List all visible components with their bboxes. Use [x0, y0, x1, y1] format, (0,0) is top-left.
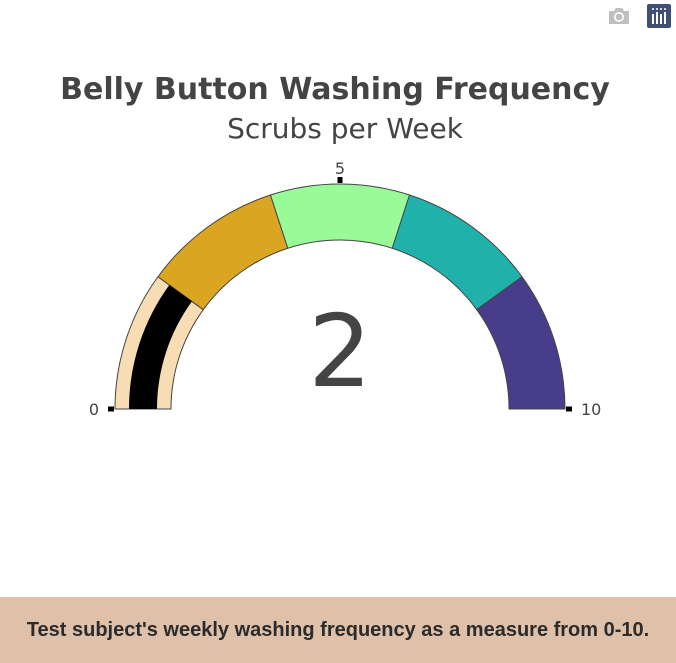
plotly-logo-icon[interactable] — [646, 4, 672, 28]
gauge-tick-label-3: 10 — [581, 400, 601, 419]
gauge-value-bar — [129, 284, 192, 409]
gauge-ticks: 0 5 10 — [89, 159, 602, 419]
gauge-value: 2 — [308, 293, 372, 410]
gauge-chart: Belly Button Washing Frequency Scrubs pe… — [60, 72, 610, 419]
gauge-bar-layer — [129, 284, 192, 409]
gauge-step-5 — [476, 276, 566, 410]
caption-text: Test subject's weekly washing frequency … — [26, 618, 650, 641]
caption-bar: Test subject's weekly washing frequency … — [0, 597, 676, 663]
camera-icon[interactable] — [606, 4, 632, 28]
chart-title: Belly Button Washing Frequency — [60, 72, 610, 107]
gauge-step-3 — [269, 183, 411, 249]
gauge-tick-label-1: 0 — [89, 400, 99, 419]
gauge-tick-label-2: 5 — [335, 159, 345, 178]
chart-subtitle: Scrubs per Week — [227, 112, 464, 145]
modebar — [606, 4, 672, 28]
